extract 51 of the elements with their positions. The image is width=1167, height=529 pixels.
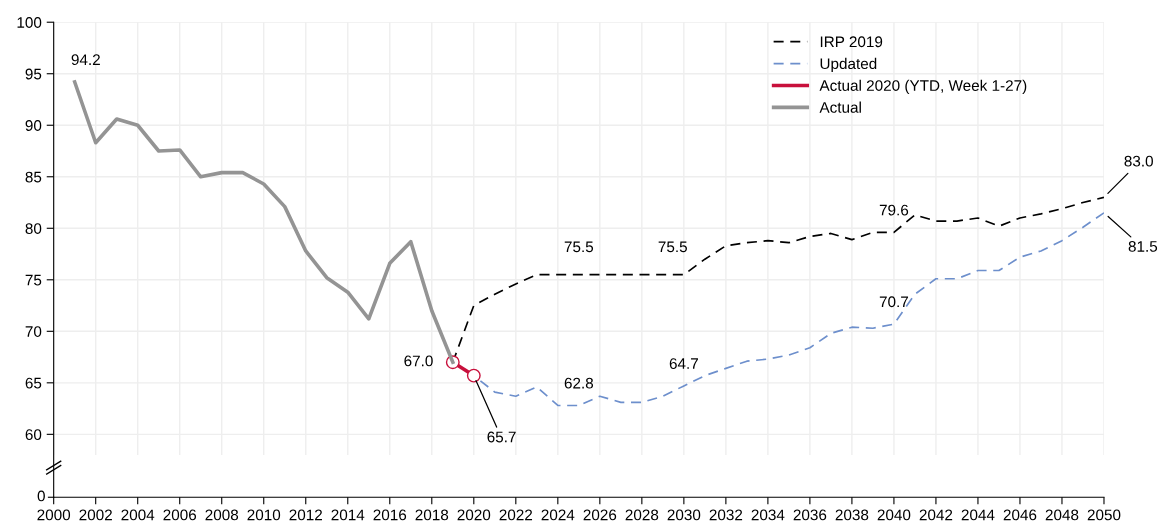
x-tick-label: 2040 [877, 509, 911, 521]
annotation: 67.0 [404, 355, 433, 367]
x-tick-label: 2008 [205, 509, 239, 521]
x-tick-label: 2036 [793, 509, 827, 521]
x-tick-label: 2006 [163, 509, 197, 521]
x-tick-label: 2050 [1087, 509, 1121, 521]
x-tick-label: 2028 [625, 509, 659, 521]
y-tick-label: 65 [25, 377, 42, 389]
x-tick-label: 2032 [709, 509, 743, 521]
x-tick-label: 2042 [919, 509, 953, 521]
x-tick-label: 2026 [583, 509, 617, 521]
annotation: 62.8 [564, 377, 594, 389]
x-tick-label: 2018 [415, 509, 449, 521]
x-tick-label: 2010 [247, 509, 281, 521]
y-tick-label: 75 [25, 274, 42, 286]
annotation: 81.5 [1128, 241, 1158, 252]
annotation: 83.0 [1124, 155, 1153, 167]
x-tick-label: 2044 [961, 509, 995, 521]
x-tick-label: 2048 [1045, 509, 1079, 521]
x-tick-label: 2004 [121, 509, 155, 521]
x-tick-label: 2016 [373, 509, 407, 521]
x-tick-label: 2022 [499, 509, 533, 521]
x-tick-label: 2030 [667, 509, 701, 521]
legend-label: Actual [819, 101, 861, 113]
legend-label: Updated [820, 57, 877, 73]
annotation: 75.5 [564, 241, 594, 253]
x-tick-label: 2024 [541, 509, 575, 521]
y-tick-label: 85 [25, 171, 42, 183]
x-tick-label: 2034 [751, 509, 785, 521]
x-tick-label: 2038 [835, 509, 869, 521]
annotation: 75.5 [658, 241, 687, 253]
y-tick-label: 90 [25, 120, 42, 131]
annotation: 65.7 [487, 431, 516, 443]
text: 0 [37, 490, 45, 502]
annotation: 94.2 [71, 54, 100, 66]
x-tick-label: 2012 [289, 509, 322, 521]
annotation: 70.7 [879, 296, 909, 308]
x-tick-label: 2014 [331, 509, 365, 521]
y-tick-label: 95 [25, 68, 42, 80]
x-tick-label: 2046 [1003, 509, 1037, 521]
legend-label: IRP 2019 [820, 36, 883, 48]
x-tick-label: 2002 [79, 509, 112, 521]
legend-label: Actual 2020 (YTD, Week 1-27) [819, 79, 1027, 94]
annotation: 79.6 [879, 204, 909, 216]
x-tick-label: 2020 [457, 509, 491, 521]
y-tick-label: 70 [25, 326, 42, 337]
y-tick-label: 60 [25, 429, 42, 441]
x-tick-label: 2000 [37, 509, 71, 521]
annotation: 64.7 [669, 358, 698, 369]
y-tick-label: 80 [25, 223, 42, 234]
y-tick-label: 100 [17, 17, 42, 28]
